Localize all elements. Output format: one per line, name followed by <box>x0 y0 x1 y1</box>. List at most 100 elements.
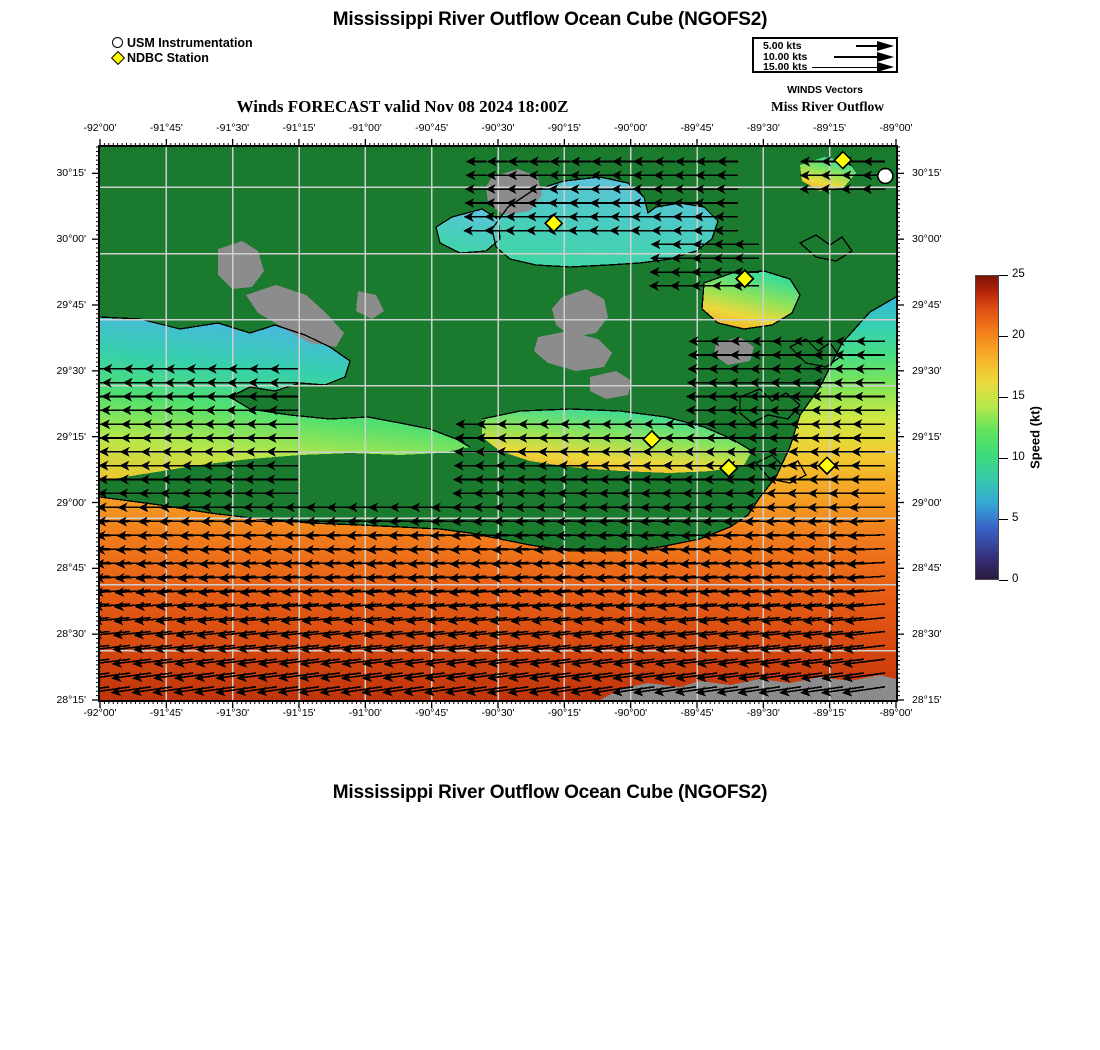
wind-arrow <box>782 587 823 598</box>
colorbar-tick-label: 15 <box>1012 390 1025 402</box>
wind-arrow <box>658 573 697 583</box>
wind-arrow <box>134 615 173 626</box>
lon-tick-label: -91°15' <box>282 122 316 134</box>
wind-arrow <box>512 558 550 569</box>
ndbc-station-marker[interactable] <box>817 456 837 476</box>
legend-label-ndbc: NDBC Station <box>127 51 209 65</box>
wind-arrow <box>100 672 110 676</box>
wind-arrow-shaft-15 <box>812 66 878 69</box>
wind-arrow <box>470 558 508 569</box>
wind-arrow <box>215 672 257 683</box>
wind-arrow <box>845 587 885 598</box>
lat-tick-label: 29°45' <box>56 299 86 311</box>
lon-tick-label: -91°45' <box>149 122 183 134</box>
wind-arrow <box>155 615 194 626</box>
wind-arrow <box>217 615 257 626</box>
wind-arrow <box>259 615 298 626</box>
wind-arrow <box>132 672 173 683</box>
wind-arrow <box>613 643 655 654</box>
colorbar-tick-label: 10 <box>1012 451 1025 463</box>
wind-arrow <box>322 615 361 626</box>
latitude-axis-right: 30°15' 30°00' 29°45' 29°30' 29°15' 29°00' 28°4… <box>906 145 998 706</box>
wind-arrow <box>573 587 613 598</box>
wind-arrow <box>802 615 843 626</box>
wind-arrow <box>153 657 194 668</box>
lat-tick-label: 29°45' <box>912 299 942 311</box>
forecast-subtitle: Winds FORECAST valid Nov 08 2024 18:00Z <box>236 97 569 116</box>
wind-arrow <box>384 615 424 626</box>
colorbar-tick-label: 0 <box>1012 573 1019 585</box>
wind-arrow <box>595 573 634 583</box>
wind-arrow <box>511 573 550 583</box>
wind-arrow <box>762 573 802 583</box>
wind-arrow <box>554 558 592 569</box>
wind-legend-row-10: 10.00 kts <box>754 51 896 63</box>
wind-arrow <box>110 686 152 697</box>
wind-arrow <box>824 601 864 612</box>
wind-arrow <box>173 672 215 683</box>
wind-arrow <box>321 643 361 654</box>
usm-instrumentation-marker[interactable] <box>877 167 894 185</box>
wind-arrow <box>155 601 194 612</box>
wind-arrow <box>425 643 466 654</box>
wind-arrow <box>491 558 529 569</box>
wind-arrow <box>100 630 110 634</box>
lat-tick-label: 28°30' <box>912 628 942 641</box>
legend-item-usm: USM Instrumentation <box>110 36 253 51</box>
wind-arrow <box>720 587 760 598</box>
lat-tick-label: 29°00' <box>56 496 86 509</box>
wind-arrow <box>133 643 173 654</box>
wind-arrow <box>385 587 424 598</box>
wind-arrow <box>404 643 445 654</box>
wind-arrow <box>655 643 697 654</box>
wind-arrow <box>260 601 298 612</box>
wind-arrow <box>509 629 550 640</box>
wind-arrow <box>760 615 802 626</box>
wind-arrow <box>111 672 152 683</box>
ndbc-station-marker[interactable] <box>544 213 564 233</box>
wind-arrow <box>427 587 466 598</box>
wind-arrow <box>552 601 592 612</box>
wind-arrow <box>637 558 676 569</box>
ndbc-station-marker[interactable] <box>719 458 739 478</box>
wind-arrow <box>237 643 278 654</box>
wind-arrow <box>762 587 802 598</box>
wind-arrow <box>426 615 466 626</box>
wind-arrow <box>300 629 340 640</box>
wind-arrow <box>280 601 319 612</box>
wind-arrow <box>615 587 655 598</box>
ndbc-station-marker[interactable] <box>642 429 662 449</box>
wind-arrow <box>426 629 466 640</box>
lon-tick-label: -89°00' <box>879 122 913 134</box>
wind-arrow <box>700 558 739 569</box>
wind-arrow <box>637 573 676 583</box>
wind-arrow <box>677 601 718 612</box>
wind-legend-caption: WINDS Vectors <box>787 84 863 96</box>
wind-arrow <box>100 658 110 662</box>
wind-arrow <box>301 601 340 612</box>
wind-arrow <box>551 629 592 640</box>
lon-tick-label: -91°00' <box>348 707 382 719</box>
wind-arrow <box>593 629 634 640</box>
wind-arrow <box>449 572 487 583</box>
wind-arrow <box>218 601 257 612</box>
latitude-axis-left: 30°15' 30°00' 29°45' 29°30' 29°15' 29°00' 28°4… <box>0 145 92 706</box>
colorbar-tick-mark <box>999 397 1008 399</box>
wind-arrow <box>321 629 361 640</box>
ndbc-station-marker[interactable] <box>735 269 755 289</box>
wind-arrow <box>678 587 718 598</box>
lat-tick-label: 28°30' <box>56 628 86 641</box>
wind-legend-subcaption: Miss River Outflow <box>771 99 884 114</box>
wind-arrow <box>763 558 802 569</box>
ndbc-station-marker[interactable] <box>833 150 853 170</box>
wind-arrow <box>804 558 843 569</box>
lat-tick-label: 28°15' <box>56 694 86 706</box>
lat-tick-label: 30°15' <box>56 167 86 180</box>
wind-arrow <box>279 629 319 640</box>
map-plot-area[interactable] <box>98 145 898 702</box>
lat-tick-label: 29°15' <box>912 430 942 443</box>
wind-arrow <box>678 573 718 583</box>
wind-arrow <box>196 629 236 640</box>
wind-arrow <box>848 516 885 527</box>
wind-arrow <box>428 572 466 583</box>
